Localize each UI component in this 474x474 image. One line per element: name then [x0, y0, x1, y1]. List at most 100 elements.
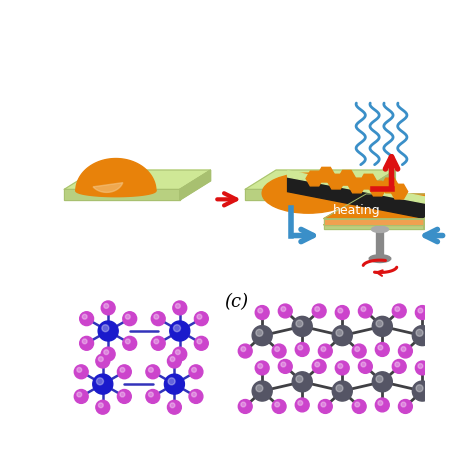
- Circle shape: [432, 344, 446, 358]
- Polygon shape: [245, 189, 365, 200]
- Circle shape: [361, 362, 366, 367]
- Circle shape: [358, 359, 372, 374]
- Circle shape: [295, 343, 309, 356]
- Circle shape: [281, 307, 286, 311]
- Circle shape: [372, 316, 392, 337]
- Circle shape: [123, 312, 137, 326]
- Circle shape: [375, 398, 389, 412]
- Circle shape: [97, 378, 103, 385]
- Circle shape: [415, 361, 429, 375]
- Polygon shape: [288, 176, 425, 219]
- Circle shape: [378, 401, 383, 405]
- Circle shape: [118, 390, 131, 403]
- Circle shape: [275, 346, 280, 352]
- Polygon shape: [324, 200, 466, 225]
- Circle shape: [372, 372, 392, 392]
- Circle shape: [435, 346, 440, 352]
- Circle shape: [376, 320, 383, 327]
- Circle shape: [298, 345, 303, 350]
- Circle shape: [332, 326, 352, 346]
- Circle shape: [256, 329, 263, 337]
- Circle shape: [175, 303, 180, 309]
- Circle shape: [173, 301, 187, 315]
- Circle shape: [191, 367, 196, 372]
- Circle shape: [338, 308, 343, 313]
- Circle shape: [412, 326, 432, 346]
- Circle shape: [241, 346, 246, 352]
- Polygon shape: [64, 170, 210, 189]
- Circle shape: [296, 375, 303, 383]
- Circle shape: [148, 392, 153, 397]
- Circle shape: [399, 344, 412, 358]
- Circle shape: [80, 337, 93, 350]
- Circle shape: [338, 364, 343, 368]
- Circle shape: [336, 385, 343, 392]
- Circle shape: [194, 337, 208, 350]
- Circle shape: [298, 401, 303, 405]
- Ellipse shape: [369, 255, 391, 263]
- Circle shape: [418, 308, 423, 313]
- Circle shape: [272, 344, 286, 358]
- Polygon shape: [424, 200, 466, 229]
- Circle shape: [189, 365, 203, 379]
- Circle shape: [315, 362, 319, 367]
- Polygon shape: [76, 185, 156, 197]
- Circle shape: [99, 403, 103, 408]
- Circle shape: [154, 314, 159, 319]
- Circle shape: [101, 301, 115, 315]
- Polygon shape: [324, 194, 466, 219]
- Circle shape: [358, 304, 372, 318]
- Circle shape: [125, 314, 130, 319]
- Circle shape: [258, 364, 263, 368]
- Polygon shape: [64, 189, 180, 200]
- Circle shape: [99, 356, 103, 362]
- Circle shape: [376, 375, 383, 383]
- Circle shape: [275, 402, 280, 407]
- Polygon shape: [76, 158, 156, 191]
- Circle shape: [335, 361, 349, 375]
- Circle shape: [256, 385, 263, 392]
- Circle shape: [292, 316, 312, 337]
- Circle shape: [170, 321, 190, 341]
- Circle shape: [167, 401, 182, 414]
- Circle shape: [281, 362, 286, 367]
- Circle shape: [74, 365, 88, 379]
- Circle shape: [101, 347, 115, 361]
- Circle shape: [416, 385, 423, 392]
- Text: (c): (c): [224, 293, 248, 311]
- Circle shape: [319, 400, 332, 413]
- Polygon shape: [288, 171, 425, 203]
- Circle shape: [435, 402, 440, 407]
- Polygon shape: [93, 182, 123, 192]
- Circle shape: [146, 365, 160, 379]
- Circle shape: [120, 392, 125, 397]
- Circle shape: [401, 402, 406, 407]
- Circle shape: [146, 390, 160, 403]
- Ellipse shape: [262, 173, 355, 213]
- Circle shape: [319, 344, 332, 358]
- Circle shape: [321, 402, 326, 407]
- Circle shape: [292, 372, 312, 392]
- Polygon shape: [180, 170, 210, 200]
- Circle shape: [197, 339, 202, 344]
- Circle shape: [148, 367, 153, 372]
- Circle shape: [395, 362, 400, 367]
- Circle shape: [96, 354, 109, 368]
- Circle shape: [197, 314, 202, 319]
- Text: heating: heating: [333, 204, 381, 218]
- Circle shape: [77, 367, 82, 372]
- Circle shape: [312, 359, 326, 374]
- Circle shape: [191, 392, 196, 397]
- Circle shape: [336, 329, 343, 337]
- Circle shape: [80, 312, 93, 326]
- Ellipse shape: [372, 226, 389, 232]
- Circle shape: [98, 321, 118, 341]
- Circle shape: [189, 390, 203, 403]
- Circle shape: [96, 401, 109, 414]
- Circle shape: [332, 381, 352, 401]
- Circle shape: [355, 346, 360, 352]
- Circle shape: [93, 374, 113, 394]
- Circle shape: [82, 314, 87, 319]
- Circle shape: [258, 308, 263, 313]
- Polygon shape: [324, 225, 424, 229]
